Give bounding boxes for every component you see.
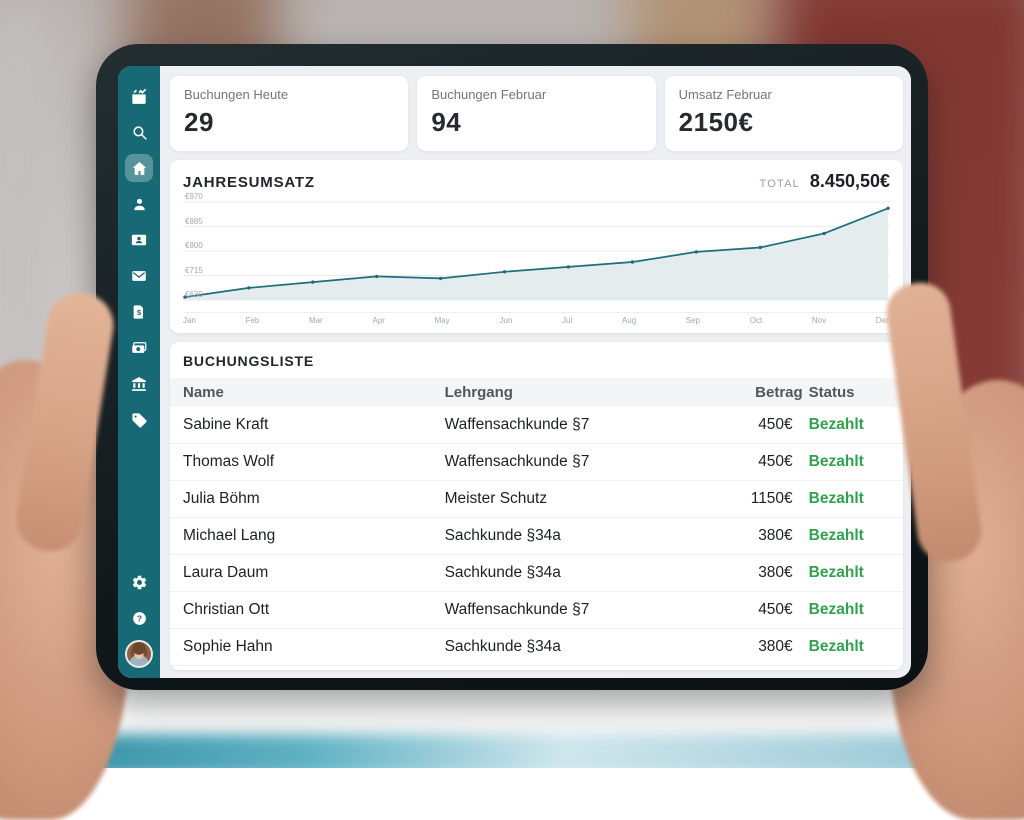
user-icon[interactable] [125,190,153,218]
home-icon[interactable] [125,154,153,182]
stat-label: Umsatz Februar [679,87,889,102]
revenue-chart: €970 €885 €800 €715 €630 [183,194,890,312]
tablet-frame: $ ? Buchungen Heute [96,44,928,690]
tag-icon[interactable] [125,406,153,434]
settings-gear-icon[interactable] [125,568,153,596]
cell-lehrgang: Sachkunde §34a [445,638,703,656]
sidebar: $ ? [118,66,160,678]
cell-betrag: 380€ [703,564,809,582]
stat-label: Buchungen Heute [184,87,394,102]
invoice-icon[interactable]: $ [125,298,153,326]
cell-status: Bezahlt [809,453,890,471]
cell-lehrgang: Waffensachkunde §7 [445,416,703,434]
cell-lehrgang: Waffensachkunde §7 [445,453,703,471]
cell-name: Michael Lang [183,527,445,545]
svg-text:?: ? [136,613,141,623]
cell-lehrgang: Sachkunde §34a [445,564,703,582]
cell-name: Christian Ott [183,601,445,619]
stat-value: 94 [431,107,641,138]
x-tick-label: Apr [373,316,385,325]
app-logo-icon [125,82,153,110]
x-tick-label: Jun [499,316,512,325]
cash-icon[interactable] [125,334,153,362]
cell-name: Laura Daum [183,564,445,582]
x-tick-label: Jul [562,316,572,325]
cell-lehrgang: Sachkunde §34a [445,527,703,545]
cell-betrag: 1150€ [703,490,809,508]
cell-name: Julia Böhm [183,490,445,508]
stat-card-bookings-february: Buchungen Februar 94 [417,76,655,151]
svg-text:$: $ [137,308,141,317]
y-tick-label: €800 [185,242,203,250]
stat-label: Buchungen Februar [431,87,641,102]
x-tick-label: May [435,316,450,325]
cell-betrag: 380€ [703,527,809,545]
cell-betrag: 450€ [703,601,809,619]
user-avatar[interactable] [125,640,153,668]
stat-value: 2150€ [679,107,889,138]
cell-status: Bezahlt [809,416,890,434]
cell-status: Bezahlt [809,638,890,656]
x-tick-label: Jan [183,316,196,325]
table-header-row: Name Lehrgang Betrag Status [170,378,903,407]
tablet-screen: $ ? Buchungen Heute [118,66,911,678]
stat-card-revenue-february: Umsatz Februar 2150€ [665,76,903,151]
table-title: BUCHUNGSLISTE [170,342,903,378]
y-tick-label: €715 [185,267,203,275]
chart-title: JAHRESUMSATZ [183,174,315,191]
chart-total-value: 8.450,50€ [810,171,890,192]
cell-status: Bezahlt [809,601,890,619]
help-icon[interactable]: ? [125,604,153,632]
cell-status: Bezahlt [809,527,890,545]
column-header-betrag: Betrag [703,384,809,401]
dashboard-main: Buchungen Heute 29 Buchungen Februar 94 … [160,66,911,678]
mail-icon[interactable] [125,262,153,290]
x-tick-label: Oct [750,316,762,325]
revenue-chart-svg [183,194,890,312]
cell-betrag: 450€ [703,453,809,471]
stat-value: 29 [184,107,394,138]
x-tick-label: Sep [686,316,700,325]
x-tick-label: Nov [812,316,826,325]
cell-name: Sophie Hahn [183,638,445,656]
cell-name: Thomas Wolf [183,453,445,471]
annual-revenue-card: JAHRESUMSATZ TOTAL 8.450,50€ €970 €885 €80… [170,160,903,333]
x-tick-label: Aug [622,316,636,325]
column-header-name: Name [183,384,445,401]
column-header-status: Status [809,384,890,401]
chart-total-label: TOTAL [759,178,799,190]
bank-icon[interactable] [125,370,153,398]
cell-betrag: 450€ [703,416,809,434]
y-tick-label: €970 [185,193,203,201]
cell-betrag: 380€ [703,638,809,656]
search-icon[interactable] [125,118,153,146]
stat-card-bookings-today: Buchungen Heute 29 [170,76,408,151]
booking-list-card: BUCHUNGSLISTE Name Lehrgang Betrag Statu… [170,342,903,670]
cell-status: Bezahlt [809,564,890,582]
cell-lehrgang: Meister Schutz [445,490,703,508]
cell-status: Bezahlt [809,490,890,508]
contacts-card-icon[interactable] [125,226,153,254]
x-tick-label: Mar [309,316,323,325]
cell-lehrgang: Waffensachkunde §7 [445,601,703,619]
column-header-lehrgang: Lehrgang [445,384,703,401]
stats-row: Buchungen Heute 29 Buchungen Februar 94 … [170,76,903,151]
x-tick-label: Feb [246,316,260,325]
y-tick-label: €630 [185,291,203,299]
cell-name: Sabine Kraft [183,416,445,434]
y-tick-label: €885 [185,218,203,226]
table-surface-edge [0,734,1024,768]
